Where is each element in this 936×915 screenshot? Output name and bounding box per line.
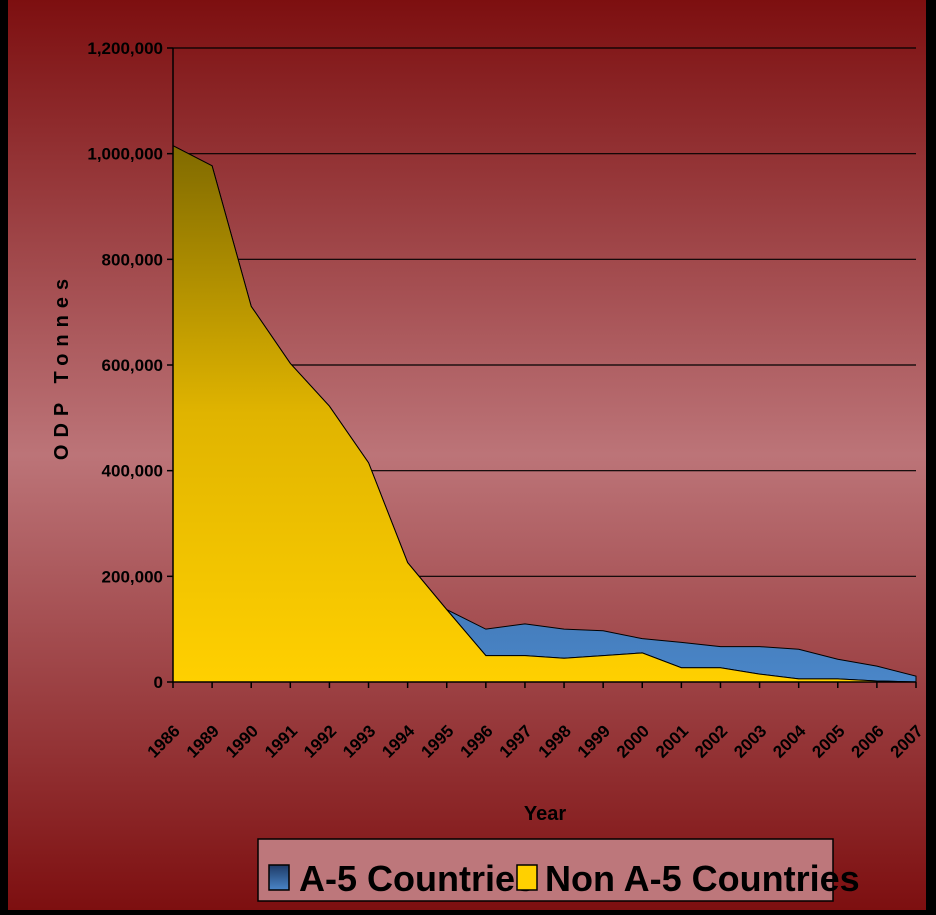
y-tick-label: 400,000: [102, 462, 163, 481]
y-tick-label: 800,000: [102, 250, 163, 269]
y-axis-title: ODP Tonnes: [51, 272, 73, 460]
chart-background: [8, 0, 926, 910]
y-tick-label: 0: [154, 673, 163, 692]
legend-swatch-a5: [269, 865, 289, 890]
y-tick-label: 600,000: [102, 356, 163, 375]
legend: A-5 Countries Non A-5 Countries: [258, 839, 860, 901]
y-tick-label: 1,200,000: [87, 39, 163, 58]
x-axis-title: Year: [524, 803, 566, 825]
y-tick-label: 200,000: [102, 567, 163, 586]
y-tick-label: 1,000,000: [87, 145, 163, 164]
legend-swatch-non-a5: [517, 865, 537, 890]
legend-label-non-a5: Non A-5 Countries: [545, 858, 860, 899]
legend-label-a5: A-5 Countries: [299, 858, 535, 899]
